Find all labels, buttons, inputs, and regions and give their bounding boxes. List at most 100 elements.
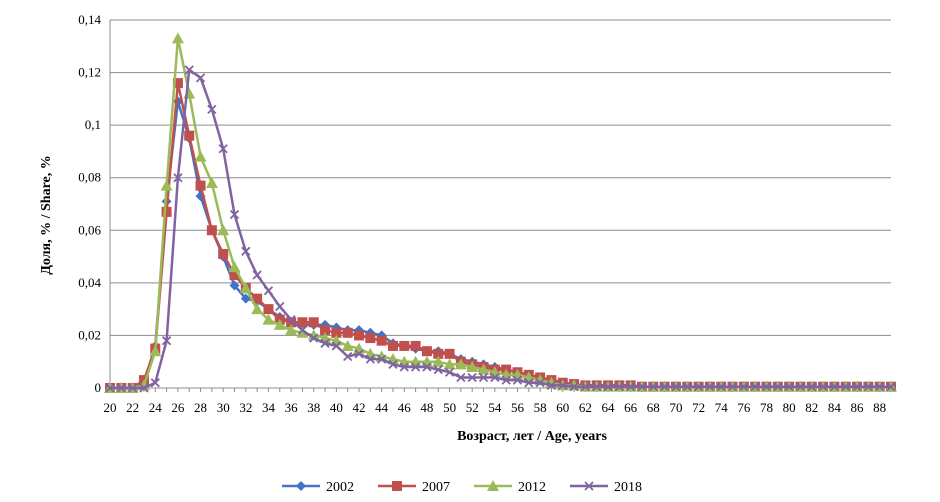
data-point [286, 315, 296, 325]
x-tick-label: 30 [217, 400, 230, 415]
x-tick-label: 44 [375, 400, 389, 415]
x-tick-label: 26 [171, 400, 185, 415]
data-point [852, 382, 862, 392]
data-point [184, 130, 195, 141]
data-point [387, 340, 398, 351]
data-point [207, 104, 217, 115]
data-point [592, 382, 602, 392]
legend-label: 2002 [326, 480, 354, 495]
x-tick-label: 68 [647, 400, 660, 415]
data-point [273, 318, 286, 330]
data-point [161, 336, 172, 346]
data-point [377, 354, 387, 364]
data-point [286, 317, 297, 328]
x-tick-label: 20 [104, 400, 117, 415]
data-point [252, 293, 263, 304]
data-point [750, 382, 760, 392]
x-tick-label: 70 [669, 400, 682, 415]
x-tick-label: 64 [602, 400, 616, 415]
legend-marker [296, 481, 306, 491]
data-point [569, 382, 579, 392]
data-point [263, 286, 274, 296]
data-point [218, 248, 229, 259]
data-point [456, 372, 466, 383]
series-2012 [104, 32, 897, 393]
data-point [784, 382, 794, 392]
data-point [535, 378, 545, 388]
data-point [297, 317, 308, 328]
x-tick-label: 72 [692, 400, 705, 415]
data-point [454, 358, 467, 370]
x-tick-label: 76 [737, 400, 751, 415]
data-point [354, 330, 365, 341]
data-point [739, 382, 749, 392]
series-2002 [105, 96, 896, 393]
data-point [150, 378, 160, 388]
data-point [229, 280, 240, 291]
x-tick-label: 60 [556, 400, 569, 415]
data-point [626, 382, 636, 392]
data-point [410, 340, 421, 351]
data-point [773, 382, 783, 392]
x-tick-label: 48 [420, 400, 433, 415]
legend-item-2012: 2012 [474, 480, 546, 495]
y-tick-label: 0,1 [85, 117, 101, 132]
data-point [116, 383, 126, 393]
data-point [296, 326, 309, 338]
data-point [580, 382, 591, 392]
data-point [863, 382, 873, 392]
legend-label: 2018 [614, 480, 642, 495]
data-point [365, 354, 375, 364]
data-point [342, 327, 353, 338]
data-point [275, 301, 285, 312]
data-point [343, 351, 353, 362]
data-point [229, 269, 240, 280]
data-point [184, 65, 194, 75]
y-tick-label: 0,12 [78, 65, 101, 80]
x-tick-label: 34 [262, 400, 276, 415]
legend-label: 2012 [518, 480, 546, 495]
x-tick-label: 78 [760, 400, 773, 415]
data-point [727, 382, 738, 392]
data-point [444, 367, 455, 377]
data-point [149, 345, 162, 357]
data-point [388, 359, 398, 369]
data-point [239, 282, 252, 294]
data-point [637, 382, 647, 392]
data-point [320, 338, 330, 348]
data-point [285, 324, 298, 336]
legend-marker [392, 481, 402, 491]
y-tick-label: 0,04 [78, 275, 101, 290]
data-point [524, 378, 534, 388]
x-tick-label: 24 [149, 400, 163, 415]
x-tick-label: 58 [534, 400, 547, 415]
data-point [421, 346, 432, 357]
data-point [614, 382, 624, 392]
y-tick-label: 0,14 [78, 12, 101, 27]
data-point [376, 335, 387, 346]
x-tick-label: 40 [330, 400, 343, 415]
data-point [171, 32, 184, 44]
data-point [263, 304, 274, 315]
data-point [490, 372, 500, 383]
data-point [195, 73, 206, 83]
series-line-2007 [110, 81, 891, 390]
data-point [682, 382, 692, 392]
y-tick-label: 0,06 [78, 222, 101, 237]
data-point [365, 333, 376, 344]
y-tick-label: 0,02 [78, 327, 101, 342]
data-point [444, 348, 455, 359]
data-point [558, 380, 568, 391]
data-point [795, 382, 806, 392]
data-point [693, 382, 704, 392]
data-point [467, 372, 477, 383]
x-tick-label: 66 [624, 400, 638, 415]
data-point [818, 382, 828, 392]
data-point [422, 362, 432, 372]
data-point [161, 206, 172, 217]
legend: 2002 2007 2012 2018 [282, 480, 642, 495]
data-point [761, 382, 772, 392]
data-point [217, 224, 230, 236]
y-tick-labels: 0 0,02 0,04 0,06 0,08 0,1 0,12 0,14 [78, 12, 101, 395]
x-tick-label: 32 [239, 400, 252, 415]
